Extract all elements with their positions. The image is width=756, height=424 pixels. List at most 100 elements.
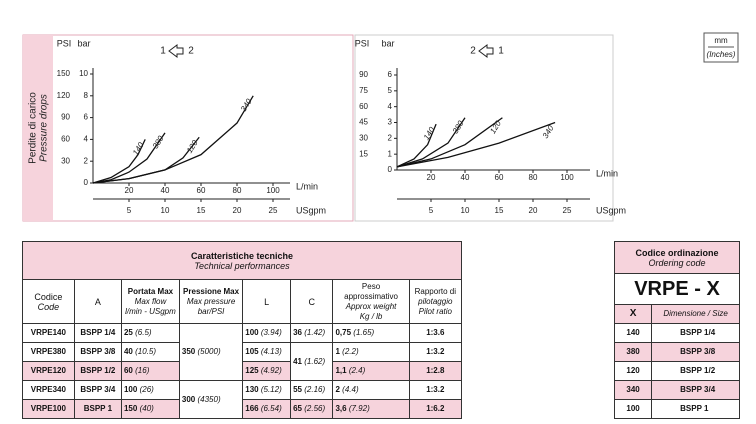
data-cell: 350 (5000) bbox=[178, 323, 244, 381]
cell-value: 41 bbox=[293, 356, 302, 366]
data-cell: 1,1 (2.4) bbox=[332, 361, 410, 381]
y-tick-label: 1 bbox=[388, 149, 393, 158]
title-row: Caratteristiche tecniche Technical perfor… bbox=[22, 241, 462, 280]
cell-value: 1:3.2 bbox=[426, 347, 445, 356]
data-cell: BSPP 3/4 bbox=[651, 380, 740, 400]
header-cell: Dimensione / Size bbox=[651, 304, 740, 324]
code-row: VRPE - X bbox=[614, 273, 740, 305]
curve-label: 340 bbox=[541, 123, 556, 140]
cell-value: 350 bbox=[181, 347, 196, 356]
header-text: L bbox=[264, 296, 270, 307]
side-title: Perdite di carico bbox=[28, 92, 39, 164]
data-cell: 150 (40) bbox=[120, 399, 180, 419]
performance-table: Caratteristiche tecniche Technical perfor… bbox=[22, 241, 463, 419]
y-axis-label: bar bbox=[77, 38, 90, 48]
data-cell: 40 (10.5) bbox=[120, 342, 180, 362]
curve bbox=[396, 123, 437, 168]
header-text: Kg / lb bbox=[359, 311, 383, 321]
cell-note: (3.94) bbox=[260, 328, 282, 337]
cell-value: 60 bbox=[123, 366, 133, 375]
y-tick-label: 4 bbox=[388, 102, 393, 111]
data-cell: VRPE100 bbox=[22, 399, 75, 419]
data-cell: 380 bbox=[613, 342, 653, 362]
data-cell: 300 (4350) bbox=[178, 380, 244, 419]
header-row: Codice Code A Portata Max Max flow l/min - US… bbox=[22, 279, 463, 324]
x-axis-label: L/min bbox=[296, 181, 318, 191]
y2-tick-label: 90 bbox=[61, 113, 70, 122]
cell-note: (6.5) bbox=[135, 328, 152, 337]
cell-value: BSPP 1 bbox=[83, 404, 113, 413]
cell-value: 25 bbox=[123, 328, 133, 337]
cell-value: 36 bbox=[293, 328, 302, 337]
cell-value: VRPE120 bbox=[30, 366, 66, 375]
header-text: A bbox=[94, 296, 101, 307]
header-text: bar/PSI bbox=[197, 306, 225, 316]
cell-note: (2.16) bbox=[304, 385, 326, 394]
cell-value: 1:3.2 bbox=[426, 385, 445, 394]
header-cell: Pressione Max Max pressure bar/PSI bbox=[178, 279, 244, 324]
charts: Perdite di carico Pressure drops mm (Inc… bbox=[22, 32, 739, 222]
data-row: VRPE120 BSPP 1/2 60 (16) 125 (4.92) 1,1 (2.4… bbox=[22, 361, 463, 381]
x-tick-label: 20 bbox=[427, 173, 436, 182]
flow-label: 1 bbox=[160, 46, 166, 57]
x2-tick-label: 25 bbox=[563, 206, 572, 215]
header-text: Pressione Max bbox=[183, 286, 240, 296]
data-cell: 130 (5.12) bbox=[242, 380, 292, 400]
x-tick-label: 60 bbox=[197, 186, 206, 195]
x2-tick-label: 15 bbox=[197, 206, 206, 215]
units-box bbox=[703, 32, 739, 63]
curve bbox=[92, 139, 146, 184]
cell-note: (1.65) bbox=[353, 328, 375, 337]
y2-tick-label: 150 bbox=[57, 69, 71, 78]
x-tick-label: 100 bbox=[560, 173, 574, 182]
cell-value: 3,6 bbox=[335, 404, 347, 413]
cell-value: 40 bbox=[123, 347, 133, 356]
cell-note: (5000) bbox=[197, 347, 221, 356]
y-tick-label: 0 bbox=[388, 165, 393, 174]
data-cell: BSPP 1 bbox=[73, 399, 122, 419]
y-tick-label: 8 bbox=[84, 91, 89, 100]
curve-label: 380 bbox=[151, 134, 166, 151]
cell-value: 166 bbox=[245, 404, 259, 413]
table-title: Caratteristiche tecniche bbox=[190, 250, 294, 261]
title-cell: Caratteristiche tecniche Technical perfor… bbox=[22, 241, 462, 280]
cell-value: 125 bbox=[245, 366, 259, 375]
data-cell: 1:3.6 bbox=[408, 323, 463, 343]
data-cell: 1:6.2 bbox=[408, 399, 463, 419]
curve bbox=[92, 95, 254, 184]
cell-value: 100 bbox=[245, 328, 259, 337]
cell-value: BSPP 3/4 bbox=[80, 385, 116, 394]
data-cell: VRPE380 bbox=[22, 342, 75, 362]
data-cell: 125 (4.92) bbox=[242, 361, 292, 381]
cell-note: (1.62) bbox=[304, 356, 326, 366]
y2-tick-label: 60 bbox=[61, 135, 70, 144]
cell-note: (16) bbox=[135, 366, 150, 375]
title-cell: Codice ordinazione Ordering code bbox=[614, 241, 740, 274]
cell-note: (5.12) bbox=[260, 385, 282, 394]
y-tick-label: 4 bbox=[84, 135, 89, 144]
x2-tick-label: 20 bbox=[529, 206, 538, 215]
title-row: Codice ordinazione Ordering code bbox=[614, 241, 740, 274]
data-cell: BSPP 3/8 bbox=[73, 342, 122, 362]
y2-tick-label: 75 bbox=[359, 86, 368, 95]
y2-tick-label: 120 bbox=[57, 91, 71, 100]
y2-tick-label: 15 bbox=[359, 149, 368, 158]
cell-value: VRPE340 bbox=[30, 385, 66, 394]
header-cell: Rapporto di pilotaggio Pilot ratio bbox=[408, 279, 463, 324]
data-row: VRPE100 BSPP 1 150 (40) 166 (6.54) 65 (2.56)… bbox=[22, 399, 463, 419]
header-text: Codice bbox=[34, 291, 63, 302]
header-text: Approx weight bbox=[345, 301, 397, 311]
data-row: VRPE140 BSPP 1/4 25 (6.5) 350 (5000) 100 (3.… bbox=[22, 323, 463, 381]
data-cell: 100 (26) bbox=[120, 380, 180, 400]
y2-axis-label: PSI bbox=[57, 38, 72, 48]
cell-note: (2.56) bbox=[304, 404, 326, 413]
cell-value: 1 bbox=[335, 347, 340, 356]
curve bbox=[396, 117, 503, 168]
flow-label: 2 bbox=[470, 46, 476, 57]
cell-note: (4.13) bbox=[260, 347, 282, 356]
y-axis-label: bar bbox=[381, 38, 394, 48]
cell-value: 2 bbox=[335, 385, 340, 394]
curve-label: 120 bbox=[488, 119, 503, 136]
